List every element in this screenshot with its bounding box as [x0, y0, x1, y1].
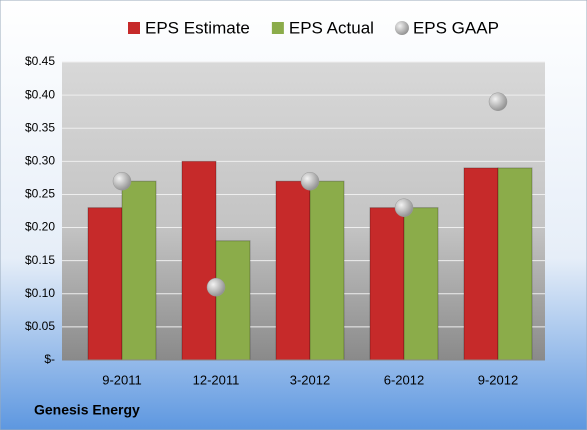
y-tick-label: $0.30: [25, 154, 55, 168]
gaap-marker: [206, 277, 226, 297]
x-tick-label: 6-2012: [384, 372, 424, 387]
bar: [87, 207, 123, 361]
y-tick-label: $0.45: [25, 54, 55, 68]
y-tick-label: $0.05: [25, 319, 55, 333]
bar: [403, 207, 439, 361]
bar: [275, 180, 311, 361]
legend-marker: [128, 22, 140, 34]
bar: [309, 180, 345, 361]
y-tick-label: $0.15: [25, 253, 55, 267]
gaap-marker: [112, 171, 132, 191]
bar: [215, 240, 251, 361]
bar: [181, 160, 217, 361]
x-tick-label: 9-2012: [478, 372, 518, 387]
legend-label: EPS Estimate: [145, 18, 250, 37]
legend-label: EPS GAAP: [413, 18, 499, 37]
y-tick-label: $0.20: [25, 220, 55, 234]
footer: Genesis Energy: [34, 402, 140, 418]
legend-marker: [271, 22, 284, 34]
y-tick-label: $-: [44, 352, 55, 366]
legend-marker: [394, 21, 409, 35]
bar: [121, 180, 157, 361]
x-tick-label: 3-2012: [290, 372, 330, 387]
bar: [497, 167, 533, 361]
x-tick-label: 9-2011: [102, 372, 142, 387]
gaap-marker: [394, 198, 414, 217]
bar: [463, 167, 499, 361]
y-tick-label: $0.10: [25, 286, 55, 300]
y-tick-label: $0.25: [25, 187, 55, 201]
y-tick-label: $0.40: [25, 87, 55, 101]
bar: [369, 207, 405, 361]
x-tick-label: 12-2011: [193, 372, 240, 387]
gaap-marker: [488, 92, 508, 111]
legend-label: EPS Actual: [289, 18, 374, 37]
y-tick-label: $0.35: [25, 120, 55, 134]
gaap-marker: [300, 171, 320, 191]
